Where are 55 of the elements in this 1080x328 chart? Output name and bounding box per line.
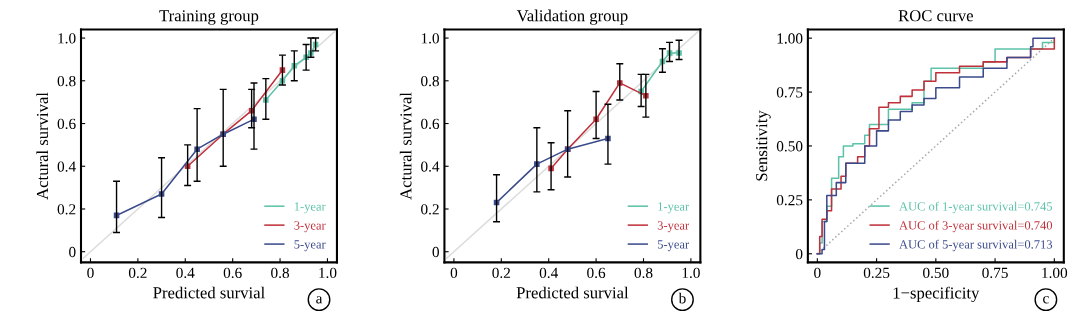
- x-tick-label: 0: [87, 267, 94, 279]
- y-tick-label: 0.50: [776, 141, 803, 152]
- x-tick-label: 0.2: [492, 267, 511, 279]
- text: c: [1043, 296, 1049, 304]
- x-tick-label: 0.4: [539, 267, 559, 279]
- y-tick-label: 0.4: [57, 161, 76, 172]
- legend-label: 3-year: [657, 221, 690, 233]
- legend-label: 5-year: [657, 240, 690, 252]
- legend-label: 3-year: [294, 221, 326, 233]
- x-tick-label: 1.0: [319, 267, 337, 279]
- y-tick-label: 0: [795, 248, 803, 260]
- y-tick-label: 1.00: [777, 33, 803, 44]
- x-tick-label: 0: [814, 267, 821, 279]
- x-axis-title: Predicted survial: [153, 286, 265, 299]
- x-tick-label: 0.8: [634, 267, 653, 279]
- y-tick-label: 0.2: [57, 204, 76, 215]
- y-tick-label: 0.2: [421, 204, 439, 215]
- text: b: [678, 292, 686, 304]
- x-axis-title: Predicted survial: [516, 286, 629, 299]
- y-tick-label: 0.6: [57, 118, 76, 130]
- x-tick-label: 1.00: [1042, 267, 1068, 279]
- x-tick-label: 0: [450, 267, 458, 279]
- y-axis-title: Actural survival: [36, 92, 49, 200]
- legend-label: 5-year: [294, 240, 326, 252]
- y-tick-label: 0.8: [421, 75, 439, 87]
- y-tick-label: 0.6: [421, 118, 440, 130]
- y-tick-label: 0.25: [776, 195, 803, 206]
- legend-label: AUC of 1-year survival=0.745: [899, 201, 1053, 214]
- legend-label: 1-year: [294, 202, 326, 214]
- legend-label: 1-year: [658, 202, 690, 214]
- x-tick-label: 0.2: [128, 267, 147, 279]
- x-tick-label: 0.6: [223, 267, 242, 279]
- y-axis-title: Sensitivity: [756, 110, 771, 181]
- y-tick-label: 0.75: [776, 87, 803, 98]
- chart-title: ROC curve: [898, 10, 973, 22]
- x-tick-label: 1.0: [682, 267, 700, 279]
- x-tick-label: 0.75: [982, 267, 1008, 279]
- x-tick-label: 0.25: [863, 267, 890, 279]
- legend-label: AUC of 3-year survival=0.740: [899, 220, 1053, 233]
- chart-title: Training group: [159, 10, 259, 25]
- y-tick-label: 0: [432, 246, 439, 258]
- x-tick-label: 0.8: [271, 267, 290, 279]
- y-tick-label: 0: [69, 246, 76, 258]
- x-tick-label: 0.50: [923, 267, 949, 279]
- x-tick-label: 0.4: [176, 267, 195, 279]
- y-tick-label: 0.8: [57, 75, 76, 87]
- text: a: [316, 296, 323, 304]
- x-tick-label: 0.6: [587, 267, 606, 279]
- chart-title: Validation group: [516, 9, 628, 25]
- legend-label: AUC of 5-year survival=0.713: [899, 239, 1053, 252]
- x-axis-title: 1−specificity: [893, 286, 980, 302]
- y-tick-label: 1.0: [58, 33, 76, 44]
- y-axis-title: Actural survival: [399, 92, 412, 200]
- y-tick-label: 1.0: [421, 33, 439, 44]
- y-tick-label: 0.4: [421, 161, 440, 172]
